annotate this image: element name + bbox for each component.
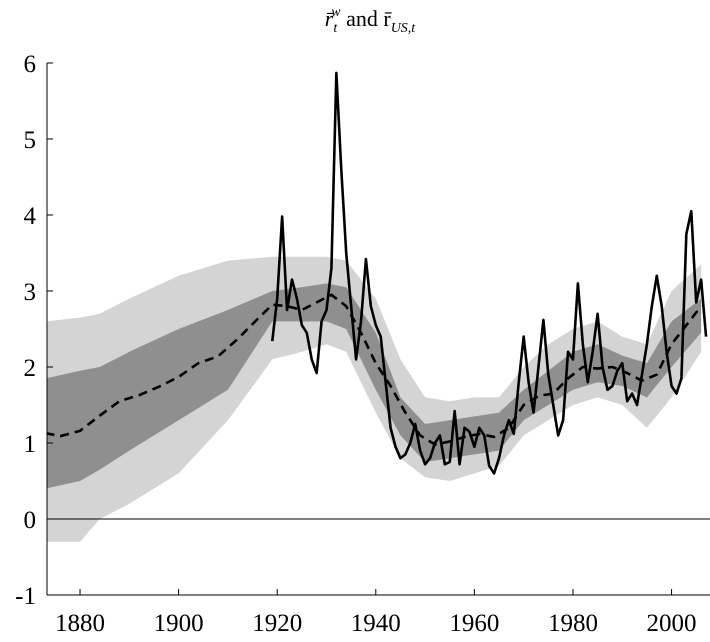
y-tick-label: 0	[24, 507, 37, 534]
title-part: and r̄	[341, 6, 393, 31]
x-tick-label: 1940	[351, 610, 401, 637]
x-tick-label: 1900	[154, 610, 204, 637]
title-part: r̄	[325, 6, 335, 31]
x-tick-label: 1880	[55, 610, 105, 637]
title-part: US,t	[391, 21, 417, 36]
x-tick-label: 2000	[647, 610, 697, 637]
y-tick-label: 4	[24, 203, 37, 230]
trend-line	[47, 293, 703, 446]
y-tick-label: 3	[24, 279, 37, 306]
y-tick-label: 1	[24, 431, 37, 458]
title-part: w	[331, 5, 341, 20]
data-line	[270, 71, 708, 475]
y-tick-label: 6	[24, 51, 37, 78]
x-tick-label: 1920	[252, 610, 302, 637]
x-tick-label: 1980	[548, 610, 598, 637]
y-tick-label: 2	[24, 355, 37, 382]
plot-area	[47, 71, 710, 542]
band	[47, 283, 702, 489]
y-tick-label: -1	[15, 583, 36, 610]
title-part: t	[333, 21, 338, 36]
y-tick-label: 5	[24, 127, 37, 154]
chart-title: r̄tw and r̄US,t	[325, 5, 417, 36]
x-tick-label: 1960	[449, 610, 499, 637]
